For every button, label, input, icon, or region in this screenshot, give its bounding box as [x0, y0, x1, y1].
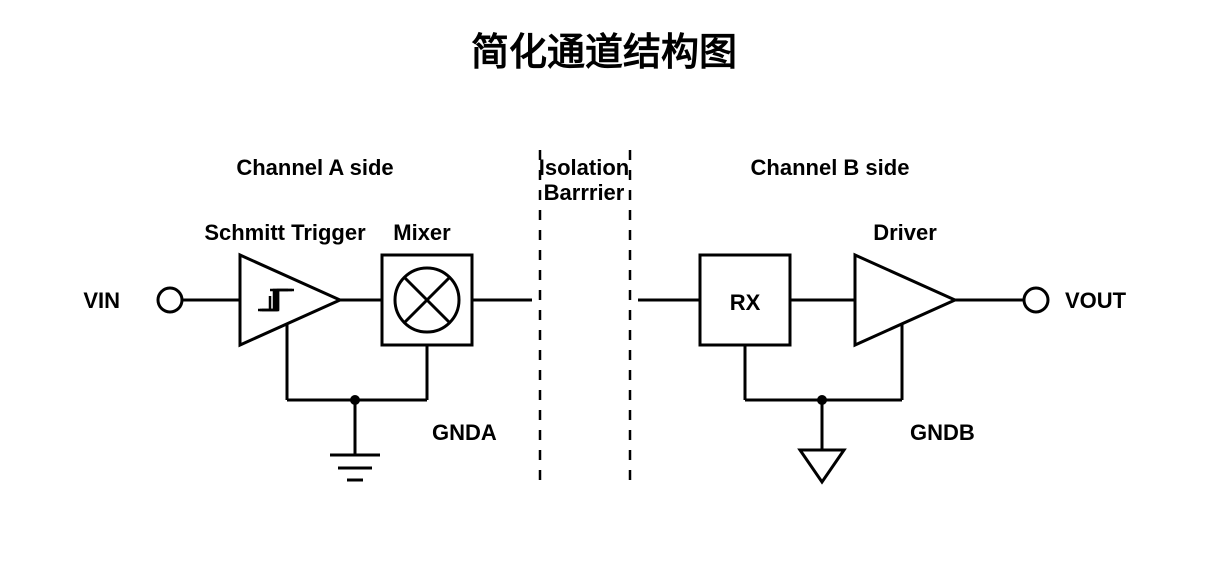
vout-label: VOUT	[1065, 288, 1127, 313]
schmitt-trigger-block	[240, 255, 340, 345]
mixer-label: Mixer	[393, 220, 451, 245]
diagram-title: 简化通道结构图	[471, 32, 737, 74]
gndb-label: GNDB	[910, 420, 975, 445]
driver-label: Driver	[873, 220, 937, 245]
channel-b-header: Channel B side	[751, 155, 910, 180]
schmitt-label: Schmitt Trigger	[204, 220, 366, 245]
isolation-label-2: Barrrier	[544, 180, 625, 205]
isolation-label-1: Isolation	[539, 155, 629, 180]
gndb-network	[745, 324, 902, 482]
vin-terminal-icon	[158, 288, 182, 312]
mixer-block	[382, 255, 472, 345]
vout-terminal-icon	[1024, 288, 1048, 312]
driver-block	[855, 255, 955, 345]
diagram-canvas: 简化通道结构图 Channel A side Isolation Barrrie…	[0, 0, 1208, 561]
channel-a-header: Channel A side	[236, 155, 393, 180]
gnda-network	[287, 324, 427, 480]
vin-label: VIN	[83, 288, 120, 313]
gnda-label: GNDA	[432, 420, 497, 445]
rx-label: RX	[730, 290, 761, 315]
